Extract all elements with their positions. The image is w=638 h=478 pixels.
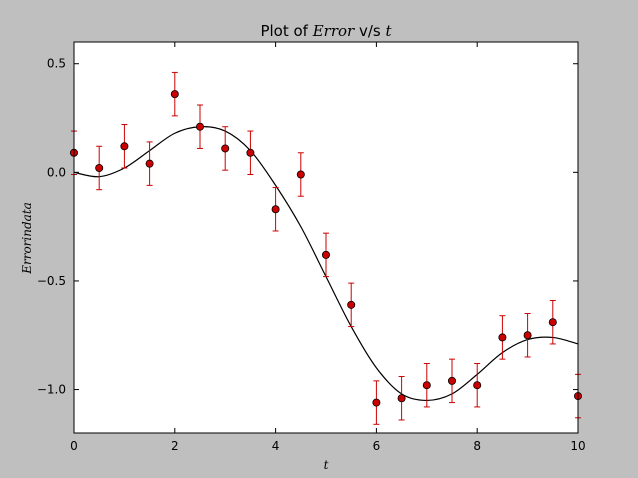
x-tick-label: 6 bbox=[373, 439, 381, 453]
y-tick-label: −0.5 bbox=[37, 274, 66, 288]
data-point bbox=[321, 250, 330, 259]
data-point bbox=[145, 159, 154, 168]
x-tick-label: 0 bbox=[70, 439, 78, 453]
data-point bbox=[498, 333, 507, 342]
x-tick-label: 2 bbox=[171, 439, 179, 453]
data-point bbox=[548, 318, 557, 327]
x-tick-label: 8 bbox=[473, 439, 481, 453]
data-point bbox=[347, 300, 356, 309]
plot-frame bbox=[73, 41, 579, 434]
chart-title: Plot of Error v/s t bbox=[260, 22, 392, 40]
data-point bbox=[523, 331, 532, 340]
y-tick-label: −1.0 bbox=[37, 383, 66, 397]
errorbar-layer bbox=[70, 71, 583, 425]
data-point bbox=[447, 376, 456, 385]
data-point bbox=[473, 381, 482, 390]
chart-title-t-var: t bbox=[386, 22, 393, 40]
data-point bbox=[170, 90, 179, 99]
data-point bbox=[246, 148, 255, 157]
data-point bbox=[95, 163, 104, 172]
data-point bbox=[397, 394, 406, 403]
data-point bbox=[296, 170, 305, 179]
data-point bbox=[195, 122, 204, 131]
x-tick-label: 10 bbox=[570, 439, 585, 453]
data-point bbox=[120, 142, 129, 151]
data-point bbox=[422, 381, 431, 390]
data-point bbox=[221, 144, 230, 153]
y-axis-label: Errorindata bbox=[20, 202, 34, 275]
ticks-layer: 0 2 4 6 8 10 0.5 0.0 −0.5 −1.0 bbox=[37, 42, 586, 453]
chart-title-vs: v/s bbox=[354, 22, 385, 40]
data-point bbox=[271, 205, 280, 214]
y-tick-label: 0.5 bbox=[47, 57, 66, 71]
x-axis-label: t bbox=[324, 458, 329, 472]
x-tick-label: 4 bbox=[272, 439, 280, 453]
chart-title-prefix: Plot of bbox=[260, 22, 312, 40]
y-tick-label: 0.0 bbox=[47, 165, 66, 179]
chart-title-error-var: Error bbox=[312, 22, 355, 40]
data-point bbox=[372, 398, 381, 407]
